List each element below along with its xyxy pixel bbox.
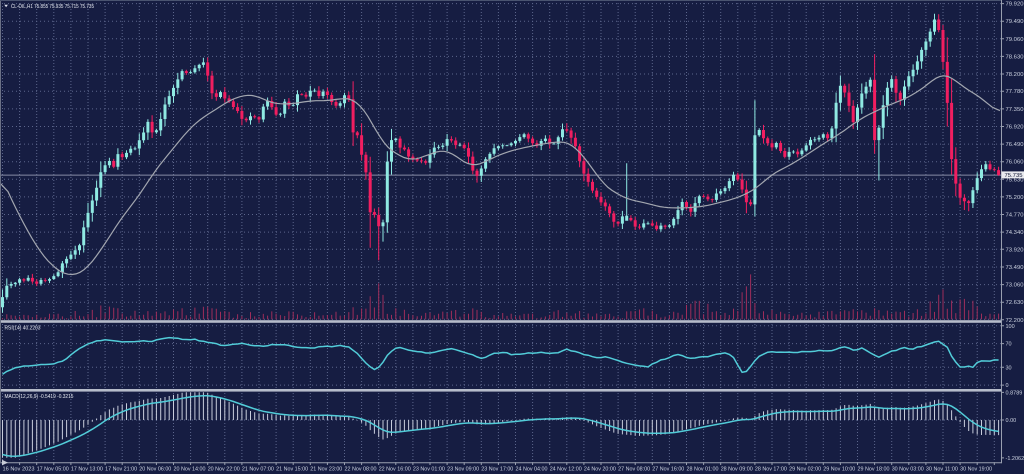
svg-text:28 Nov 01:00: 28 Nov 01:00 [687, 466, 719, 472]
svg-text:74.770: 74.770 [1006, 213, 1024, 219]
svg-text:0: 0 [1006, 383, 1009, 389]
svg-text:RSI(14) 40.2203: RSI(14) 40.2203 [5, 326, 41, 332]
svg-text:16 Nov 2023: 16 Nov 2023 [3, 466, 35, 472]
svg-text:75.630: 75.630 [1006, 177, 1024, 183]
svg-text:30: 30 [1006, 365, 1012, 371]
svg-text:21 Nov 23:00: 21 Nov 23:00 [310, 466, 342, 472]
svg-text:17 Nov 05:00: 17 Nov 05:00 [37, 466, 69, 472]
svg-text:20 Nov 22:00: 20 Nov 22:00 [208, 466, 240, 472]
svg-text:28 Nov 09:00: 28 Nov 09:00 [721, 466, 753, 472]
svg-text:73.060: 73.060 [1006, 283, 1024, 289]
svg-text:17 Nov 21:00: 17 Nov 21:00 [105, 466, 137, 472]
svg-text:75.735: 75.735 [1005, 173, 1023, 179]
svg-text:78.200: 78.200 [1006, 72, 1024, 78]
svg-text:21 Nov 07:00: 21 Nov 07:00 [242, 466, 274, 472]
svg-text:MACD(12,26,9) -0.5419 -0.3215: MACD(12,26,9) -0.5419 -0.3215 [5, 394, 74, 400]
svg-text:74.340: 74.340 [1006, 230, 1024, 236]
svg-text:77.780: 77.780 [1006, 89, 1024, 95]
svg-text:76.490: 76.490 [1006, 142, 1024, 148]
svg-text:24 Nov 20:00: 24 Nov 20:00 [584, 466, 616, 472]
svg-text:100: 100 [1006, 324, 1015, 330]
svg-text:27 Nov 16:00: 27 Nov 16:00 [652, 466, 684, 472]
svg-text:30 Nov 19:00: 30 Nov 19:00 [960, 466, 992, 472]
svg-text:23 Nov 01:00: 23 Nov 01:00 [413, 466, 445, 472]
svg-text:78.630: 78.630 [1006, 54, 1024, 60]
svg-text:24 Nov 04:00: 24 Nov 04:00 [516, 466, 548, 472]
svg-text:17 Nov 13:00: 17 Nov 13:00 [71, 466, 103, 472]
svg-text:29 Nov 02:00: 29 Nov 02:00 [789, 466, 821, 472]
svg-text:76.060: 76.060 [1006, 160, 1024, 166]
svg-text:27 Nov 08:00: 27 Nov 08:00 [618, 466, 650, 472]
svg-text:77.350: 77.350 [1006, 107, 1024, 113]
svg-text:28 Nov 17:00: 28 Nov 17:00 [755, 466, 787, 472]
svg-text:22 Nov 08:00: 22 Nov 08:00 [345, 466, 377, 472]
svg-text:73.490: 73.490 [1006, 265, 1024, 271]
svg-text:79.490: 79.490 [1006, 19, 1024, 25]
svg-text:76.920: 76.920 [1006, 124, 1024, 130]
svg-text:24 Nov 12:00: 24 Nov 12:00 [550, 466, 582, 472]
svg-text:20 Nov 14:00: 20 Nov 14:00 [174, 466, 206, 472]
svg-text:70: 70 [1006, 342, 1012, 348]
svg-text:0.00: 0.00 [1006, 418, 1017, 424]
svg-text:0.8789: 0.8789 [1006, 390, 1023, 396]
svg-text:CL-OIL,H1 75.855 75.935 75.715: CL-OIL,H1 75.855 75.935 75.715 75.735 [11, 4, 94, 10]
svg-text:23 Nov 17:00: 23 Nov 17:00 [481, 466, 513, 472]
svg-text:30 Nov 03:00: 30 Nov 03:00 [892, 466, 924, 472]
svg-text:30 Nov 11:00: 30 Nov 11:00 [926, 466, 958, 472]
svg-text:20 Nov 06:00: 20 Nov 06:00 [139, 466, 171, 472]
svg-text:75.200: 75.200 [1006, 195, 1024, 201]
svg-text:29 Nov 18:00: 29 Nov 18:00 [858, 466, 890, 472]
svg-text:79.060: 79.060 [1006, 37, 1024, 43]
svg-text:79.920: 79.920 [1006, 2, 1024, 8]
svg-text:29 Nov 10:00: 29 Nov 10:00 [823, 466, 855, 472]
svg-text:72.630: 72.630 [1006, 300, 1024, 306]
svg-text:23 Nov 09:00: 23 Nov 09:00 [447, 466, 479, 472]
svg-text:-1.2062: -1.2062 [1006, 456, 1024, 462]
svg-text:72.200: 72.200 [1006, 318, 1024, 324]
svg-text:21 Nov 15:00: 21 Nov 15:00 [276, 466, 308, 472]
svg-text:22 Nov 16:00: 22 Nov 16:00 [379, 466, 411, 472]
svg-text:73.920: 73.920 [1006, 247, 1024, 253]
